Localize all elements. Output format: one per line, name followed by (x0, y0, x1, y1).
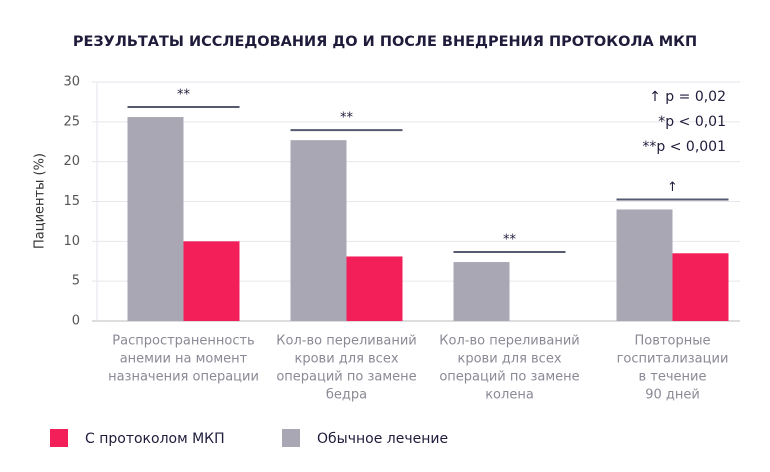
x-tick-label: госпитализации (617, 352, 729, 367)
x-tick-label: анемии на момент (120, 352, 248, 367)
x-tick-label: назначения операции (108, 370, 259, 385)
significance-label: ↑ (667, 180, 678, 195)
y-tick-label: 15 (63, 194, 80, 209)
note: *p < 0,01 (658, 114, 726, 130)
x-tick-label: Кол-во переливаний (276, 334, 416, 349)
y-axis-label: Пациенты (%) (33, 153, 48, 249)
bar (183, 241, 240, 321)
y-tick-label: 5 (72, 274, 80, 289)
legend-swatch (50, 429, 68, 447)
x-tick-label: крови для всех (457, 352, 561, 367)
bar (616, 209, 673, 321)
legend-label: С протоколом МКП (85, 431, 225, 447)
note: ↑ p = 0,02 (649, 89, 726, 105)
y-tick-label: 25 (63, 114, 80, 129)
x-tick-label: Повторные (635, 334, 711, 349)
y-tick-label: 30 (63, 75, 80, 90)
significance-label: ** (340, 111, 354, 126)
chart-title: РЕЗУЛЬТАТЫ ИССЛЕДОВАНИЯ ДО И ПОСЛЕ ВНЕДР… (73, 34, 697, 50)
x-tick-label: операций по замене (439, 370, 579, 385)
x-tick-label: Кол-во переливаний (439, 334, 579, 349)
legend-label: Обычное лечение (317, 431, 448, 447)
significance-label: ** (503, 233, 517, 248)
bar (672, 253, 729, 321)
x-tick-label: колена (485, 388, 534, 403)
x-tick-label: Распространенность (112, 334, 254, 349)
x-tick-label: операций по замене (276, 370, 416, 385)
x-tick-label: крови для всех (294, 352, 398, 367)
note: **p < 0,001 (642, 139, 726, 155)
bar (346, 256, 403, 321)
y-tick-label: 20 (63, 154, 80, 169)
significance-label: ** (177, 88, 191, 103)
x-tick-label: бедра (326, 388, 367, 403)
x-tick-label: в течение (639, 370, 707, 385)
bar (127, 117, 184, 321)
bar (453, 262, 510, 321)
y-tick-label: 0 (72, 314, 80, 329)
y-tick-label: 10 (63, 234, 80, 249)
bar (290, 140, 347, 321)
legend-swatch (282, 429, 300, 447)
x-tick-label: 90 дней (645, 388, 700, 403)
